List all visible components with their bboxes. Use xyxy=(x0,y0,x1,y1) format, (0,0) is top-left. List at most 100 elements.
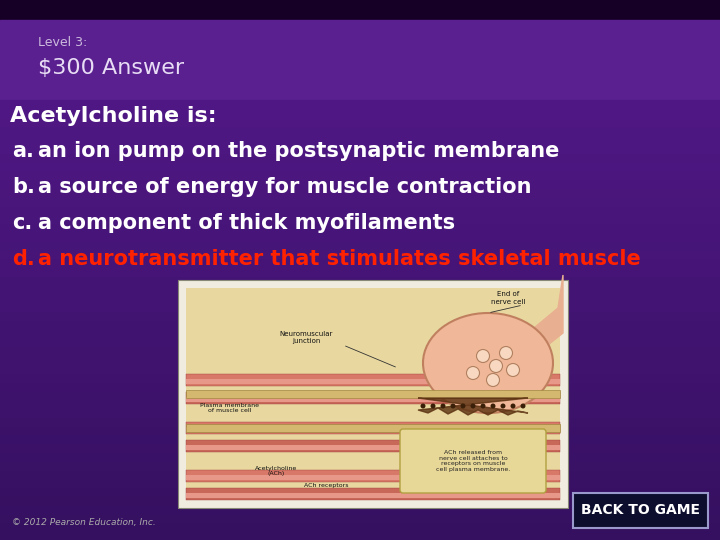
Text: a.: a. xyxy=(12,141,34,161)
Text: an ion pump on the postsynaptic membrane: an ion pump on the postsynaptic membrane xyxy=(38,141,559,161)
Bar xyxy=(0,109,720,118)
Bar xyxy=(186,392,560,404)
Bar xyxy=(0,452,720,461)
Ellipse shape xyxy=(490,403,495,408)
Bar xyxy=(0,382,720,390)
Bar xyxy=(0,478,720,487)
Ellipse shape xyxy=(480,403,485,408)
Bar xyxy=(186,475,560,480)
Text: End of
nerve cell: End of nerve cell xyxy=(491,292,525,305)
Bar xyxy=(0,496,720,505)
Bar xyxy=(186,445,560,450)
Bar xyxy=(0,443,720,452)
Bar xyxy=(186,427,560,432)
Text: b.: b. xyxy=(12,177,35,197)
Bar xyxy=(0,346,720,355)
Bar xyxy=(186,440,560,452)
FancyBboxPatch shape xyxy=(178,280,568,508)
Bar xyxy=(0,505,720,514)
Ellipse shape xyxy=(467,367,480,380)
Ellipse shape xyxy=(470,403,475,408)
Bar xyxy=(0,408,720,417)
Bar xyxy=(0,214,720,223)
Bar xyxy=(0,197,720,206)
Bar xyxy=(0,171,720,179)
Bar xyxy=(0,294,720,302)
Bar xyxy=(0,311,720,320)
Bar xyxy=(0,206,720,214)
Bar xyxy=(0,364,720,373)
Ellipse shape xyxy=(477,349,490,362)
Text: $300 Answer: $300 Answer xyxy=(38,58,184,78)
Bar xyxy=(0,338,720,346)
Ellipse shape xyxy=(521,403,526,408)
Text: Acetylcholine is:: Acetylcholine is: xyxy=(10,106,217,126)
Ellipse shape xyxy=(461,403,466,408)
Bar xyxy=(0,522,720,531)
Ellipse shape xyxy=(451,403,456,408)
Ellipse shape xyxy=(487,374,500,387)
Bar xyxy=(0,144,720,153)
Bar xyxy=(186,397,560,402)
Bar xyxy=(0,285,720,294)
Bar xyxy=(186,493,560,498)
Bar xyxy=(0,302,720,311)
Bar xyxy=(186,288,560,500)
Text: ACh receptors: ACh receptors xyxy=(304,483,348,489)
Text: BACK TO GAME: BACK TO GAME xyxy=(581,503,700,517)
Bar xyxy=(0,399,720,408)
Text: ACh released from
nerve cell attaches to
receptors on muscle
cell plasma membran: ACh released from nerve cell attaches to… xyxy=(436,450,510,472)
Ellipse shape xyxy=(500,347,513,360)
Ellipse shape xyxy=(423,313,553,413)
Bar xyxy=(186,470,560,482)
Bar xyxy=(0,100,720,109)
Bar xyxy=(0,390,720,399)
Bar xyxy=(0,320,720,329)
Bar xyxy=(0,355,720,364)
Bar xyxy=(0,470,720,478)
Bar xyxy=(186,390,560,398)
Bar xyxy=(0,20,720,100)
FancyBboxPatch shape xyxy=(573,493,708,528)
Bar xyxy=(0,223,720,232)
Ellipse shape xyxy=(506,363,520,376)
Bar xyxy=(0,267,720,276)
Bar xyxy=(0,434,720,443)
Ellipse shape xyxy=(431,403,436,408)
Bar xyxy=(186,379,560,384)
Bar xyxy=(0,126,720,135)
FancyBboxPatch shape xyxy=(400,429,546,493)
Bar xyxy=(0,276,720,285)
Text: Acetylcholine
(ACh): Acetylcholine (ACh) xyxy=(255,465,297,476)
Ellipse shape xyxy=(420,403,426,408)
Text: c.: c. xyxy=(12,213,32,233)
Bar xyxy=(0,426,720,434)
Ellipse shape xyxy=(500,403,505,408)
Bar xyxy=(0,531,720,540)
Bar xyxy=(0,249,720,259)
Bar xyxy=(0,514,720,522)
Ellipse shape xyxy=(441,403,446,408)
Bar xyxy=(0,232,720,241)
Ellipse shape xyxy=(490,360,503,373)
Bar xyxy=(0,241,720,249)
Text: Level 3:: Level 3: xyxy=(38,37,87,50)
Bar xyxy=(0,0,720,20)
Bar xyxy=(0,329,720,338)
Text: © 2012 Pearson Education, Inc.: © 2012 Pearson Education, Inc. xyxy=(12,517,156,526)
Bar xyxy=(0,417,720,426)
Bar xyxy=(0,373,720,382)
Text: d.: d. xyxy=(12,249,35,269)
Bar xyxy=(0,188,720,197)
Ellipse shape xyxy=(510,403,516,408)
Bar xyxy=(0,153,720,161)
Text: a neurotransmitter that stimulates skeletal muscle: a neurotransmitter that stimulates skele… xyxy=(38,249,641,269)
Text: Neuromuscular
junction: Neuromuscular junction xyxy=(279,332,333,345)
Bar xyxy=(0,135,720,144)
Text: a source of energy for muscle contraction: a source of energy for muscle contractio… xyxy=(38,177,531,197)
Bar xyxy=(186,374,560,386)
Bar xyxy=(0,259,720,267)
Polygon shape xyxy=(418,398,528,415)
Text: a component of thick myofilaments: a component of thick myofilaments xyxy=(38,213,455,233)
Text: Plasma membrane
of muscle cell: Plasma membrane of muscle cell xyxy=(200,403,259,414)
